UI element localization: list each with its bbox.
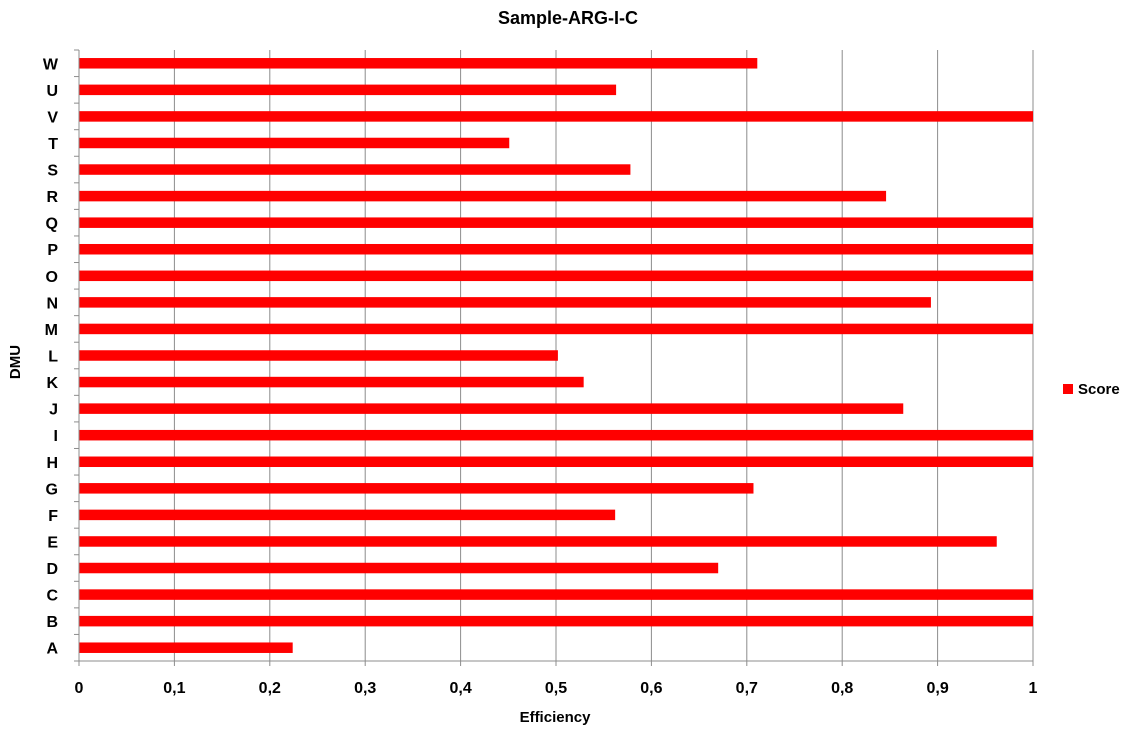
- legend-swatch: [1063, 384, 1073, 394]
- bar: [79, 376, 584, 388]
- bar: [79, 190, 887, 202]
- bar: [79, 562, 719, 574]
- bars: [79, 58, 1033, 653]
- x-tick-label: 1: [1029, 680, 1038, 697]
- y-tick-label: A: [46, 641, 58, 658]
- y-axis-title: DMU: [7, 345, 24, 379]
- y-tick-label: L: [48, 349, 58, 366]
- bar: [79, 429, 1033, 441]
- y-tick-label: J: [49, 402, 58, 419]
- y-tick-label: R: [46, 189, 58, 206]
- y-tick-label: Q: [46, 216, 58, 233]
- bar: [79, 642, 293, 653]
- y-tick-label: C: [46, 588, 58, 605]
- bar: [79, 509, 616, 521]
- legend-label: Score: [1078, 381, 1120, 398]
- chart-title: Sample-ARG-I-C: [498, 8, 638, 28]
- x-tick-label: 0,5: [545, 680, 567, 697]
- y-tick-label: H: [46, 455, 58, 472]
- bar: [79, 270, 1033, 282]
- x-tick-label: 0,3: [354, 680, 376, 697]
- y-tick-label: N: [46, 295, 58, 312]
- y-tick-label: I: [54, 428, 58, 445]
- y-tick-label: S: [47, 163, 58, 180]
- bar: [79, 589, 1033, 600]
- y-tick-label: M: [45, 322, 58, 339]
- y-tick-label: F: [48, 508, 58, 525]
- y-tick-label: T: [48, 136, 58, 153]
- bar: [79, 164, 631, 175]
- bar: [79, 483, 754, 494]
- bar: [79, 137, 510, 149]
- x-tick-label: 0,2: [259, 680, 281, 697]
- y-tick-label: G: [46, 481, 58, 498]
- x-tick-label: 0,6: [640, 680, 662, 697]
- bar: [79, 615, 1033, 627]
- x-tick-label: 0,4: [449, 680, 471, 697]
- x-tick-labels: 0 0,1 0,2 0,3 0,4 0,5 0,6 0,7 0,8 0,9 1: [75, 680, 1038, 697]
- bar: [79, 536, 997, 547]
- x-tick-label: 0,8: [831, 680, 853, 697]
- y-tick-label: D: [46, 561, 58, 578]
- bar: [79, 243, 1033, 255]
- x-tick-label: 0,9: [926, 680, 948, 697]
- x-tick-label: 0: [75, 680, 84, 697]
- bar: [79, 323, 1033, 335]
- legend: Score: [1063, 381, 1120, 398]
- y-tick-label: U: [46, 83, 58, 100]
- x-tick-label: 0,1: [163, 680, 185, 697]
- axes: [74, 49, 1034, 666]
- bar: [79, 111, 1033, 122]
- y-tick-label: B: [46, 614, 58, 631]
- x-tick-label: 0,7: [736, 680, 758, 697]
- bar: [79, 350, 558, 361]
- y-tick-label: W: [43, 56, 59, 73]
- y-tick-label: P: [47, 242, 58, 259]
- bar: [79, 217, 1033, 228]
- bar: [79, 456, 1033, 468]
- y-tick-label: V: [47, 109, 58, 126]
- bar: [79, 403, 904, 414]
- bar: [79, 297, 931, 308]
- y-tick-label: K: [46, 375, 58, 392]
- y-tick-label: O: [46, 269, 58, 286]
- x-axis-title: Efficiency: [520, 709, 592, 726]
- y-tick-label: E: [47, 534, 58, 551]
- bar: [79, 58, 758, 69]
- bar: [79, 84, 617, 96]
